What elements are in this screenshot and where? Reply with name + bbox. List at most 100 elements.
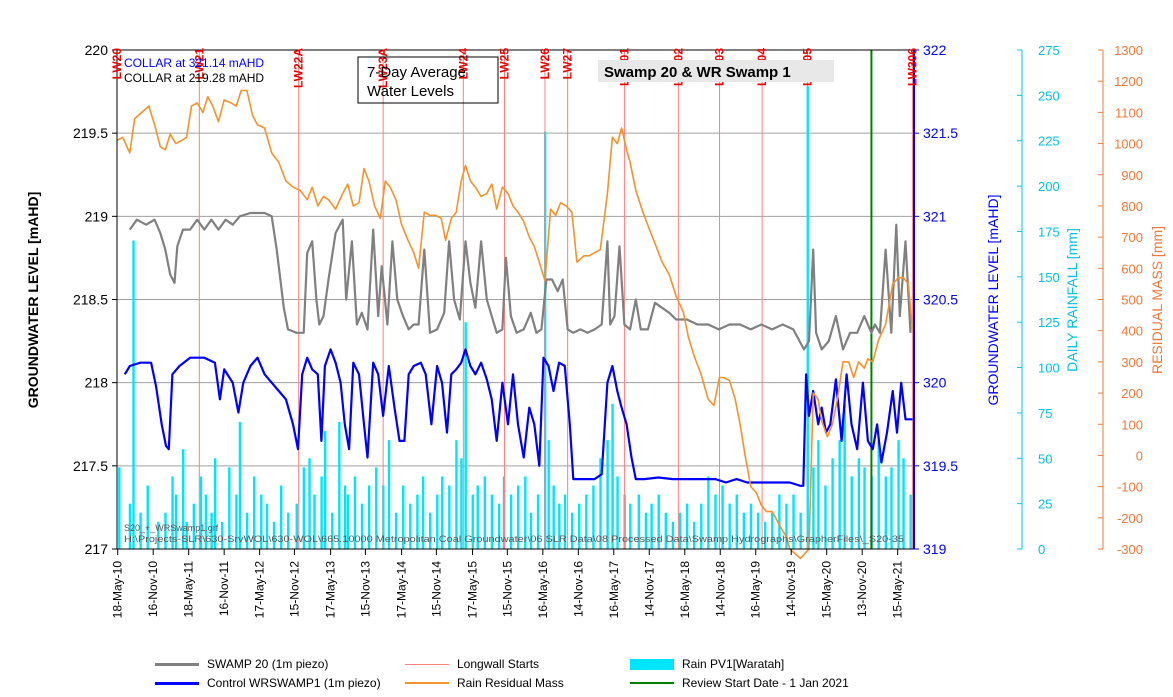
rain-bar <box>164 512 167 549</box>
rain-bar <box>490 494 494 549</box>
residual-tick-label: -100 <box>1117 480 1143 495</box>
legend-swatch-swamp20 <box>155 662 199 666</box>
rain-bar <box>890 467 893 549</box>
rain-bar <box>742 512 746 549</box>
rain-bar <box>287 512 290 549</box>
rain-bar <box>146 485 149 549</box>
residual-tick-label: 1300 <box>1114 43 1143 58</box>
longwall-label: LW22A <box>292 48 306 88</box>
rain-bar <box>524 476 527 549</box>
residual-tick-label: 0 <box>1136 448 1143 463</box>
rain-bar <box>763 521 767 549</box>
grid-lines <box>117 49 914 550</box>
rain-bar <box>323 431 327 549</box>
rain-bar <box>650 503 653 549</box>
residual-tick-label: -200 <box>1117 511 1143 526</box>
legend-item-residual: Rain Residual Mass <box>405 674 564 692</box>
rain-bar <box>735 494 738 549</box>
x-tick-label: 18-May-11 <box>182 561 196 618</box>
x-tick-label: 14-Nov-19 <box>784 561 798 617</box>
rain-bar <box>210 512 213 549</box>
x-tick-label: 15-Nov-12 <box>287 561 301 617</box>
residual-tick-label: 1100 <box>1115 105 1143 120</box>
rain-bar <box>785 503 788 549</box>
legend-label-wrswamp1: Control WRSWAMP1 (1m piezo) <box>207 676 381 690</box>
x-tick-label: 18-May-10 <box>111 561 125 619</box>
rain-bar <box>838 440 841 549</box>
x-tick-label: 14-Nov-18 <box>713 561 727 617</box>
left-tick-label: 217 <box>85 541 109 557</box>
residual-tick-label: 1000 <box>1114 137 1143 152</box>
legend-label-residual: Rain Residual Mass <box>457 676 564 690</box>
rain-bar <box>728 503 731 549</box>
legend-label-swamp20: SWAMP 20 (1m piezo) <box>207 657 329 671</box>
tick-labels: 217 217.5 218 218.5 219 219.5 220 319 319.5 320 32… <box>73 42 1143 618</box>
x-tick-label: 15-Nov-13 <box>358 561 372 617</box>
rain-bar <box>360 503 364 549</box>
rainfall-tick-label: 0 <box>1038 542 1045 557</box>
rain-bar <box>464 322 467 549</box>
x-tick-label: 14-Nov-16 <box>571 561 585 617</box>
rain-bar <box>174 494 178 549</box>
rain-bar <box>578 503 581 549</box>
legend: SWAMP 20 (1m piezo) Control WRSWAMP1 (1m… <box>155 655 1015 695</box>
longwall-lines <box>116 50 914 549</box>
residual-tick-label: 400 <box>1121 324 1143 339</box>
rainfall-tick-label: 25 <box>1038 497 1052 512</box>
legend-swatch-wrswamp1 <box>155 681 199 685</box>
rain-bar <box>409 503 412 549</box>
chart-subtitle-line2: Water Levels <box>367 83 454 100</box>
rainfall-tick-label: 275 <box>1038 43 1060 58</box>
legend-item-wrswamp1: Control WRSWAMP1 (1m piezo) <box>155 674 381 692</box>
rain-bar <box>272 521 276 549</box>
rain-bar <box>824 485 827 549</box>
x-tick-label: 17-May-14 <box>395 561 409 619</box>
right1-tick-label: 321 <box>923 208 947 224</box>
rain-bar <box>799 512 802 549</box>
chart-subtitle: 7-Day Average <box>367 64 466 81</box>
x-tick-label: 16-May-18 <box>678 561 692 619</box>
rain-bar <box>213 458 217 549</box>
legend-swatch-residual <box>405 682 449 684</box>
y-axis-label-left: GROUNDWATER LEVEL [mAHD] <box>25 192 41 408</box>
file-note: S20_+_WRSwamp1.grf <box>124 523 219 533</box>
right1-tick-label: 320.5 <box>923 292 958 308</box>
rainfall-tick-label: 100 <box>1038 361 1060 376</box>
rain-bar <box>238 421 242 549</box>
x-tick-label: 16-May-16 <box>536 561 550 619</box>
rainfall-tick-label: 150 <box>1038 270 1060 285</box>
y-axis-label-rainfall: DAILY RAINFALL [mm] <box>1064 228 1080 372</box>
rain-bar <box>245 512 249 549</box>
longwall-label: LW23A <box>376 48 390 88</box>
rain-bar <box>338 421 341 549</box>
title-background <box>598 60 834 82</box>
rain-bar <box>902 458 905 549</box>
residual-tick-label: 100 <box>1121 417 1143 432</box>
left-tick-label: 220 <box>85 42 109 58</box>
rain-bar <box>436 494 439 549</box>
residual-tick-label: 200 <box>1121 386 1143 401</box>
x-tick-label: 15-Nov-15 <box>500 561 514 617</box>
x-tick-label: 15-Nov-14 <box>429 561 443 617</box>
y-axis-label-right1: GROUNDWATER LEVEL [mAHD] <box>985 194 1001 405</box>
longwall-label: LW25 <box>497 48 511 80</box>
legend-label-rain: Rain PV1[Waratah] <box>682 657 785 671</box>
right1-tick-label: 321.5 <box>923 125 958 141</box>
residual-tick-label: 800 <box>1121 199 1143 214</box>
rain-bar <box>817 440 820 549</box>
rain-bar <box>128 503 132 549</box>
legend-item-swamp20: SWAMP 20 (1m piezo) <box>155 655 328 673</box>
series-line-control-wrswamp1-1m-piezo <box>123 348 913 487</box>
rain-bar <box>182 449 185 549</box>
left-tick-label: 219 <box>85 208 109 224</box>
rain-bar <box>416 494 419 549</box>
rainfall-tick-label: 75 <box>1038 406 1052 421</box>
rain-bar <box>483 476 487 549</box>
rain-bar <box>265 503 269 549</box>
rain-bar <box>402 485 405 549</box>
longwall-label: LW20 <box>110 48 124 80</box>
rain-bar <box>570 512 574 549</box>
rain-bar <box>552 485 555 549</box>
x-tick-label: 17-May-13 <box>324 561 338 619</box>
